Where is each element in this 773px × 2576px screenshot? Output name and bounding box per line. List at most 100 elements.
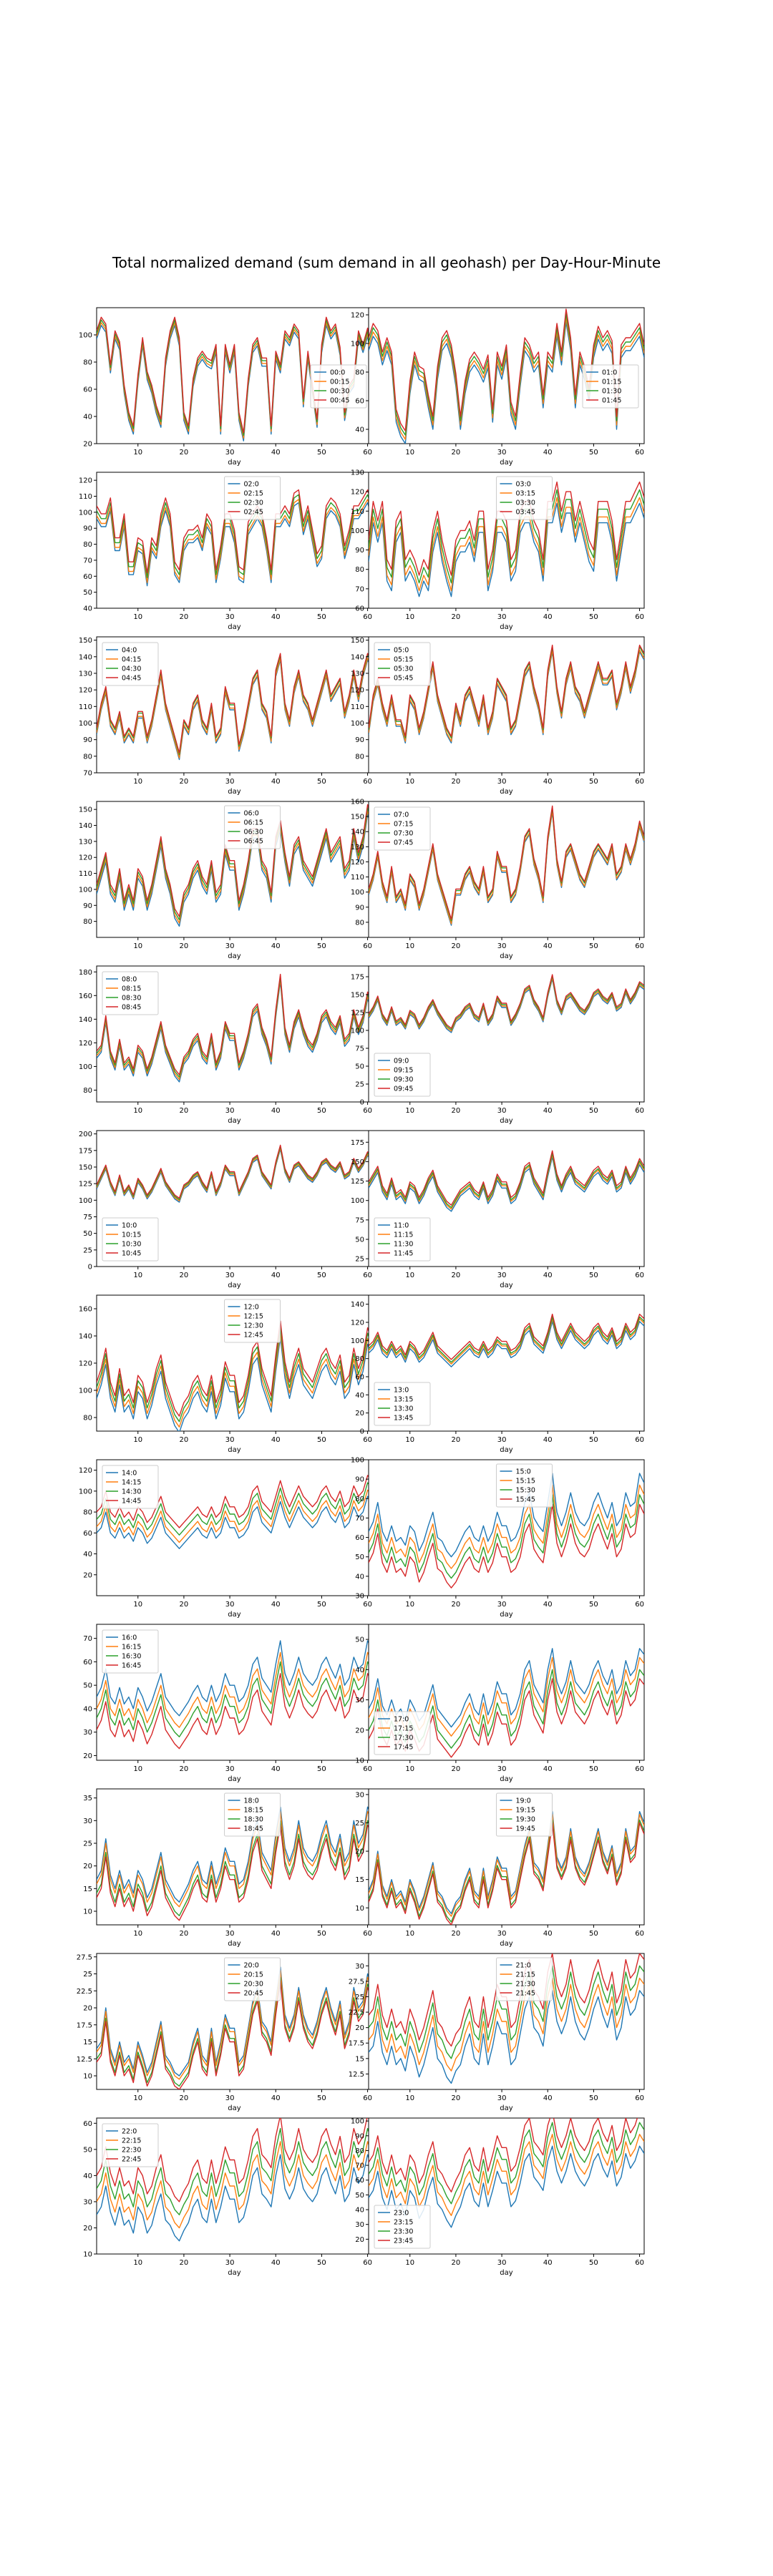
y-tick-label: 80 xyxy=(355,369,364,377)
legend-box xyxy=(496,1957,553,2001)
x-tick-label: 60 xyxy=(635,1272,644,1279)
series-line-18-30 xyxy=(97,1820,372,1917)
x-tick-label: 40 xyxy=(543,1272,553,1279)
x-tick-label: 60 xyxy=(363,1272,372,1279)
y-tick-label: 130 xyxy=(79,838,92,846)
y-tick-label: 40 xyxy=(355,1392,364,1400)
series-line-14-30 xyxy=(97,1482,372,1536)
x-tick-label: 50 xyxy=(317,1601,326,1609)
x-tick-label: 40 xyxy=(271,942,281,950)
x-tick-label: 40 xyxy=(271,1930,281,1938)
y-tick-label: 100 xyxy=(79,886,92,894)
y-tick-label: 60 xyxy=(355,1534,364,1542)
series-line-12-30 xyxy=(97,1325,372,1423)
legend-label: 09:30 xyxy=(394,1076,413,1084)
x-tick-label: 10 xyxy=(133,2094,142,2102)
y-tick-label: 60 xyxy=(83,573,92,581)
y-tick-label: 160 xyxy=(79,992,92,1000)
legend-box xyxy=(374,1382,431,1426)
y-tick-label: 25 xyxy=(83,1840,92,1848)
y-tick-label: 120 xyxy=(79,1360,92,1368)
series-line-13-15 xyxy=(369,1318,644,1365)
y-tick-label: 40 xyxy=(355,1573,364,1581)
y-tick-label: 30 xyxy=(355,1963,364,1971)
y-tick-label: 100 xyxy=(351,527,364,535)
legend-label: 05:15 xyxy=(394,656,413,664)
y-tick-label: 130 xyxy=(79,670,92,678)
subplot-09: 10 20 30 40 50 600255075100125150175day09:009… xyxy=(351,965,645,1125)
series-line-02-30 xyxy=(97,494,372,579)
legend-label: 09:45 xyxy=(394,1085,413,1093)
legend-label: 21:15 xyxy=(516,1971,535,1979)
legend-box xyxy=(374,2205,431,2249)
series-group xyxy=(97,1966,372,2089)
x-tick-label: 30 xyxy=(225,2094,235,2102)
legend-label: 20:45 xyxy=(244,1990,263,1998)
y-tick-label: 110 xyxy=(79,870,92,878)
x-tick-label: 20 xyxy=(452,2259,461,2267)
x-tick-label: 30 xyxy=(497,2259,507,2267)
x-tick-label: 40 xyxy=(271,2094,281,2102)
y-tick-label: 70 xyxy=(355,1515,364,1523)
legend-label: 21:30 xyxy=(516,1981,535,1989)
y-tick-label: 110 xyxy=(351,874,364,882)
legend-label: 23:0 xyxy=(394,2210,409,2218)
y-tick-label: 25 xyxy=(355,1994,364,2001)
x-tick-label: 40 xyxy=(271,1107,281,1115)
x-tick-label: 50 xyxy=(317,942,326,950)
x-tick-label: 40 xyxy=(543,1436,553,1444)
y-tick-label: 150 xyxy=(351,1158,364,1166)
x-axis-label: day xyxy=(228,459,240,467)
y-tick-label: 20 xyxy=(355,2024,364,2032)
x-tick-label: 40 xyxy=(543,1765,553,1773)
x-tick-label: 40 xyxy=(543,942,553,950)
x-tick-label: 20 xyxy=(180,1436,189,1444)
series-line-13-0 xyxy=(369,1320,644,1367)
legend-label: 14:45 xyxy=(122,1498,141,1506)
y-tick-label: 130 xyxy=(351,844,364,852)
x-tick-label: 60 xyxy=(363,2094,372,2102)
subplot-18: 10 20 30 40 50 60 10 15 20 25 30 35 day 18:0 18:1518:3… xyxy=(83,1788,373,1948)
y-tick-label: 175 xyxy=(351,974,364,982)
y-tick-label: 100 xyxy=(351,341,364,348)
y-tick-label: 75 xyxy=(355,1045,364,1053)
x-axis-label: day xyxy=(228,1611,240,1619)
legend-label: 12:15 xyxy=(244,1313,263,1321)
legend-box xyxy=(374,806,431,851)
series-group xyxy=(97,1640,372,1750)
x-tick-label: 20 xyxy=(452,1765,461,1773)
series-line-15-15 xyxy=(369,1484,644,1569)
series-group xyxy=(369,1810,644,1925)
x-tick-label: 50 xyxy=(317,1272,326,1279)
x-tick-label: 60 xyxy=(363,613,372,621)
x-tick-label: 20 xyxy=(452,613,461,621)
x-axis-label: day xyxy=(228,788,240,796)
legend-label: 11:15 xyxy=(394,1231,413,1239)
legend-box xyxy=(102,2123,159,2167)
subplot-19: 10 20 30 40 50 60 10 15 20 25 30 day 19:0 19:1519:301… xyxy=(355,1788,645,1948)
subplot-20: 10 20 30 40 50 60 10 12.5 15 17.5 20 22.5 25 27.5 day 2… xyxy=(77,1953,373,2112)
x-tick-label: 50 xyxy=(317,1930,326,1938)
y-tick-label: 50 xyxy=(83,589,92,597)
y-tick-label: 10 xyxy=(83,2251,92,2259)
subplot-07: 10 20 30 40 50 60 80 90 100 110 120 130 140 150 160 day… xyxy=(351,799,645,960)
x-axis-label: day xyxy=(500,1282,512,1289)
series-line-01-45 xyxy=(369,308,644,431)
y-tick-label: 80 xyxy=(83,359,92,367)
legend-label: 12:30 xyxy=(244,1322,263,1330)
subplot-12: 10 20 30 40 50 6080100120140160day12:012:1512… xyxy=(79,1294,373,1454)
series-line-00-45 xyxy=(97,316,372,434)
legend-label: 20:30 xyxy=(244,1981,263,1989)
subplot-15: 10 20 30 40 50 6030405060708090100day15:015:1… xyxy=(351,1457,645,1619)
x-tick-label: 40 xyxy=(271,1765,281,1773)
x-tick-label: 40 xyxy=(543,1930,553,1938)
series-line-12-15 xyxy=(97,1331,372,1428)
y-tick-label: 100 xyxy=(351,1337,364,1345)
